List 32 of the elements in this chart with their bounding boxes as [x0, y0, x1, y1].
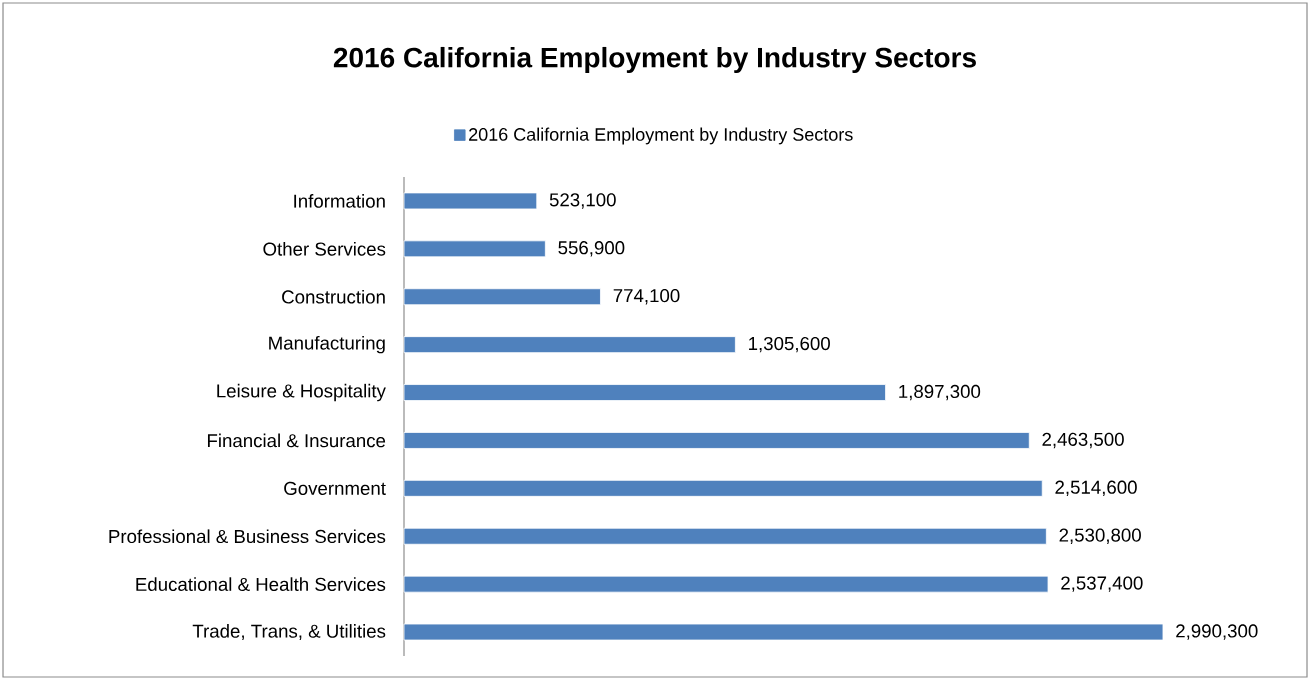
data-label: 774,100: [613, 289, 680, 305]
data-label: 523,100: [549, 193, 616, 209]
bar: [403, 527, 1047, 545]
y-tick-label: Professional & Business Services: [109, 529, 386, 544]
chart-title: 2016 California Employment by Industry Sectors: [333, 46, 976, 74]
bar: [403, 384, 886, 401]
y-tick-label: Information: [294, 194, 385, 208]
y-tick-label: Government: [284, 481, 386, 495]
y-tick-label: Educational & Health Services: [136, 577, 386, 591]
bar: [403, 336, 736, 354]
data-label: 2,514,600: [1055, 480, 1137, 497]
bar: [403, 432, 1030, 449]
y-tick-label: Trade, Trans, & Utilities: [192, 624, 386, 640]
bar: [403, 623, 1164, 641]
data-label: 2,530,800: [1059, 528, 1141, 544]
y-tick-label: Construction: [282, 289, 385, 304]
data-label: 2,990,300: [1176, 624, 1258, 640]
bar: [403, 479, 1043, 497]
data-label: 556,900: [558, 241, 625, 257]
y-tick-label: Manufacturing: [269, 335, 385, 354]
data-label: 2,537,400: [1061, 576, 1143, 592]
bar: [403, 240, 546, 258]
bar: [403, 288, 601, 306]
data-label: 1,897,300: [899, 384, 981, 401]
data-label: 2,463,500: [1042, 432, 1124, 449]
y-tick-label: Leisure & Hospitality: [217, 383, 386, 402]
legend-label: 2016 California Employment by Industry Sectors: [469, 127, 853, 145]
bar: [403, 192, 538, 210]
y-tick-label: Financial & Insurance: [207, 433, 386, 448]
y-tick-label: Other Services: [263, 241, 386, 256]
bar: [403, 575, 1049, 593]
data-label: 1,305,600: [749, 336, 830, 353]
